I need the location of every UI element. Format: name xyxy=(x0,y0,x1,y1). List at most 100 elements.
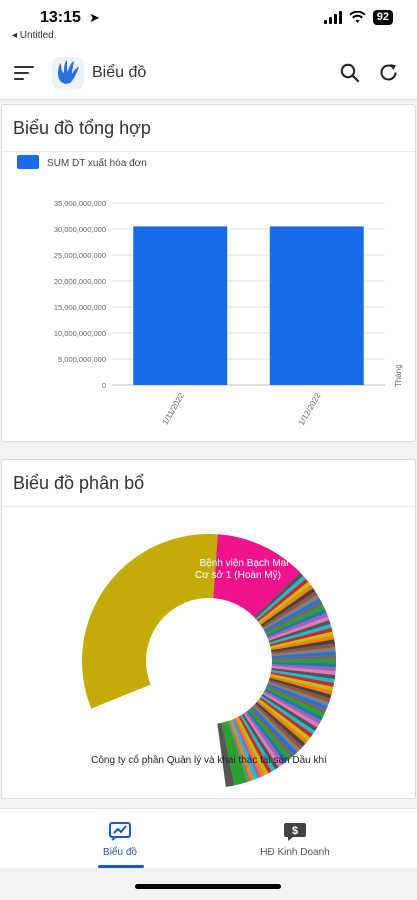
status-time: 13:15 xyxy=(40,9,81,26)
refresh-icon[interactable] xyxy=(378,62,399,83)
donut-slice-small xyxy=(246,710,289,763)
y-tick-label: 15,000,000,000 xyxy=(54,303,106,312)
donut-slice-small xyxy=(268,620,331,643)
distribution-chart-title: Biểu đồ phân bổ xyxy=(2,460,415,507)
donut-slice-small xyxy=(255,575,306,621)
donut-slice-small xyxy=(269,627,333,647)
bar xyxy=(269,226,364,385)
donut-slice-small xyxy=(260,695,316,735)
donut-slice-small xyxy=(233,718,261,779)
donut-slice-small xyxy=(259,584,314,625)
donut-slice-small xyxy=(266,608,327,637)
donut-slice-small xyxy=(256,578,309,622)
donut-slice-small xyxy=(261,591,318,629)
chart-icon xyxy=(109,822,131,841)
donut-slice-small xyxy=(256,700,308,744)
donut-slice-small xyxy=(262,692,320,728)
donut-slice-small xyxy=(255,701,306,747)
donut-slice-small xyxy=(243,712,282,768)
donut-slice-small xyxy=(267,616,330,641)
donut-slice-small xyxy=(263,690,322,725)
donut-slice-small xyxy=(270,635,335,651)
y-tick-label: 10,000,000,000 xyxy=(54,329,106,338)
donut-slice-small xyxy=(271,666,336,676)
status-indicators: 92 xyxy=(323,10,393,25)
donut-slice-small xyxy=(260,588,316,627)
app-logo-hand-icon xyxy=(52,57,84,89)
donut-slice-small xyxy=(248,708,292,761)
donut-slice-small xyxy=(265,687,325,718)
donut-slice-pink xyxy=(213,534,301,618)
dollar-message-icon: $ xyxy=(284,823,306,841)
donut-slice-small xyxy=(252,704,301,753)
home-indicator xyxy=(135,884,281,889)
donut-slice-small xyxy=(270,631,334,649)
donut-slice-small xyxy=(258,581,311,624)
donut-slice-small xyxy=(267,683,328,710)
donut-slice-small xyxy=(254,572,304,619)
donut-slice-small xyxy=(271,647,336,657)
donut-slice-small xyxy=(266,685,327,714)
donut-slice-small xyxy=(251,706,298,756)
page-title: Biểu đồ xyxy=(92,64,147,81)
donut-slice-small xyxy=(217,722,235,787)
search-icon[interactable] xyxy=(340,63,360,83)
donut-slice-small xyxy=(241,713,279,770)
y-tick-label: 30,000,000,000 xyxy=(54,225,106,234)
donut-slice-small xyxy=(271,662,336,668)
battery-icon: 92 xyxy=(372,10,393,25)
combined-chart-title: Biểu đồ tổng hợp xyxy=(2,105,415,152)
nav-tab-business[interactable]: $ HĐ Kinh Doanh xyxy=(215,809,375,869)
back-to-app-link[interactable]: ◂ Untitled xyxy=(12,30,54,41)
bar xyxy=(133,226,228,385)
donut-slice-small xyxy=(231,719,258,780)
donut-slice-small xyxy=(269,677,332,699)
bottom-nav: Biểu đồ $ HĐ Kinh Doanh xyxy=(0,808,417,868)
donut-slice-small xyxy=(271,669,335,684)
donut-slice-small xyxy=(264,688,323,721)
x-tick-label: 1/12/2022 xyxy=(297,391,323,427)
nav-tab-charts[interactable]: Biểu đồ xyxy=(40,809,200,869)
x-tick-label: 1/11/2022 xyxy=(161,391,187,426)
distribution-chart-card: Biểu đồ phân bổ Công ty cổ phần Quản lý … xyxy=(1,459,416,799)
cell-signal-icon xyxy=(323,11,342,24)
donut-slice-small xyxy=(267,681,330,707)
donut-chart: Công ty cổ phần Quản lý và khai thác tài… xyxy=(81,534,336,787)
donut-slice-small xyxy=(261,694,318,731)
legend-label: SUM DT xuất hóa đơn xyxy=(47,157,147,169)
menu-icon[interactable] xyxy=(14,64,36,82)
donut-slice-small xyxy=(229,719,255,781)
donut-slice-small xyxy=(270,671,335,687)
active-tab-indicator xyxy=(98,865,144,868)
y-tick-label: 25,000,000,000 xyxy=(54,251,106,260)
y-tick-label: 35,000,000,000 xyxy=(54,199,106,208)
y-tick-label: 0 xyxy=(102,381,106,390)
combined-chart-card: Biểu đồ tổng hợp SUM DT xuất hóa đơn 0 5,0… xyxy=(1,104,416,442)
donut-slice-small xyxy=(270,673,334,691)
nav-tab-business-label: HĐ Kinh Doanh xyxy=(260,847,330,858)
donut-slice-small xyxy=(267,612,328,639)
donut-slice-small xyxy=(262,594,320,630)
y-tick-label: 5,000,000,000 xyxy=(58,355,106,364)
donut-label-pink-line1: Bệnh viện Bạch Mai xyxy=(200,558,289,569)
y-tick-label: 20,000,000,000 xyxy=(54,277,106,286)
wifi-icon xyxy=(349,11,366,23)
status-bar: 13:15 ➤ ◂ Untitled 92 xyxy=(0,0,417,46)
donut-slice-small xyxy=(271,651,336,659)
app-bar: Biểu đồ xyxy=(0,46,417,100)
donut-slice-small xyxy=(271,655,336,661)
donut-slice-small xyxy=(240,714,276,772)
donut-slice-small xyxy=(234,717,265,777)
svg-text:$: $ xyxy=(292,825,298,837)
donut-slice-small xyxy=(269,623,332,645)
legend-swatch xyxy=(17,155,39,169)
donut-slice-small xyxy=(263,598,322,632)
donut-slice-small xyxy=(271,643,336,655)
bar-chart: SUM DT xuất hóa đơn 0 5,000,000,000 10,000,… xyxy=(17,155,403,427)
donut-label-pink-line2: Cơ sở 1 (Hoàn Mỹ) xyxy=(195,569,281,581)
location-arrow-icon: ➤ xyxy=(89,10,100,25)
nav-tab-charts-label: Biểu đồ xyxy=(103,847,137,858)
donut-slice-small xyxy=(228,720,251,783)
donut-slice-small xyxy=(259,697,313,738)
donut-slice-small xyxy=(258,698,311,741)
